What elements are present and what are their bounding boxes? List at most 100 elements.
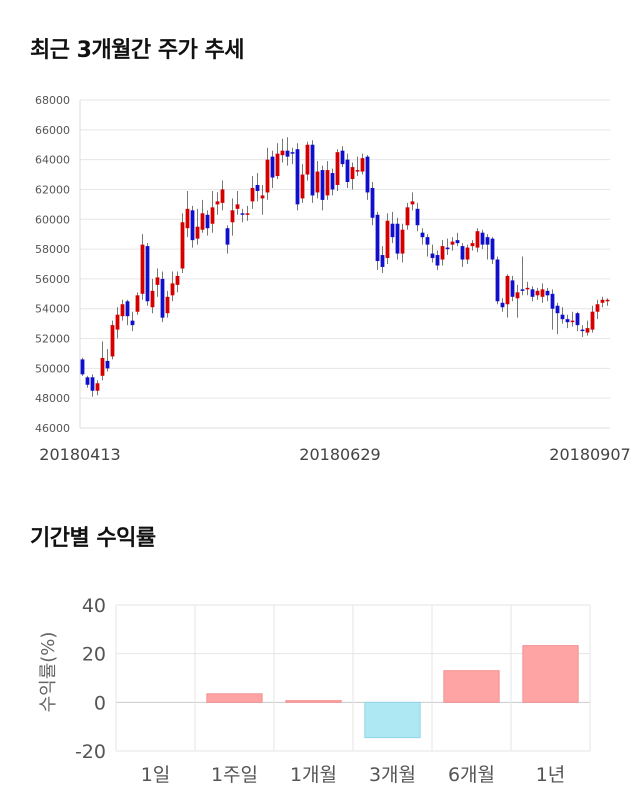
candle bbox=[470, 240, 475, 251]
candle bbox=[430, 244, 435, 263]
candle-body bbox=[545, 290, 550, 296]
candle bbox=[595, 299, 600, 320]
candle-body bbox=[490, 238, 495, 260]
price-x-tick-label: 20180629 bbox=[299, 445, 380, 464]
price-y-tick-label: 52000 bbox=[35, 333, 70, 346]
candle bbox=[475, 228, 480, 253]
candle-body bbox=[365, 156, 370, 193]
candle-body bbox=[285, 150, 290, 157]
candle-body bbox=[595, 304, 600, 312]
candle bbox=[200, 199, 205, 233]
candle-body bbox=[245, 213, 250, 215]
candle-body bbox=[80, 359, 85, 375]
candle-body bbox=[135, 295, 140, 312]
returns-x-ticks: 1일 1주일 1개월 3개월 6개월 1년 bbox=[141, 764, 566, 786]
candle bbox=[245, 205, 250, 221]
candle-body bbox=[120, 304, 125, 317]
candle-body bbox=[165, 296, 170, 314]
candle bbox=[375, 211, 380, 270]
candle-body bbox=[430, 253, 435, 259]
candle-body bbox=[540, 289, 545, 297]
candle bbox=[485, 234, 490, 260]
candle bbox=[105, 348, 110, 372]
candle-body bbox=[390, 223, 395, 238]
candle bbox=[340, 146, 345, 168]
candle bbox=[560, 307, 565, 324]
candle-body bbox=[145, 246, 150, 302]
candle-body bbox=[300, 174, 305, 199]
candle-body bbox=[205, 214, 210, 229]
price-y-tick-label: 50000 bbox=[35, 362, 70, 375]
candle-body bbox=[115, 314, 120, 330]
price-x-tick-label: 20180907 bbox=[549, 445, 630, 464]
candle-body bbox=[440, 246, 445, 260]
candle-body bbox=[570, 320, 575, 323]
candle-body bbox=[465, 247, 470, 260]
candle bbox=[125, 299, 130, 326]
candle bbox=[545, 287, 550, 302]
candle bbox=[540, 283, 545, 303]
candle bbox=[235, 190, 240, 215]
candle bbox=[250, 176, 255, 209]
candle-body bbox=[600, 299, 605, 303]
candle-body bbox=[90, 377, 95, 391]
candle-body bbox=[375, 214, 380, 262]
candles bbox=[80, 137, 610, 397]
candle bbox=[405, 202, 410, 230]
candle bbox=[215, 192, 220, 215]
candle bbox=[280, 138, 285, 163]
returns-y-tick-label: 0 bbox=[94, 692, 106, 714]
candle-body bbox=[505, 275, 510, 305]
candle-body bbox=[435, 255, 440, 266]
candle bbox=[300, 164, 305, 203]
candle bbox=[220, 180, 225, 211]
candle-body bbox=[450, 241, 455, 245]
candle bbox=[170, 271, 175, 302]
candle bbox=[525, 281, 530, 296]
candle bbox=[160, 271, 165, 323]
candle-body bbox=[230, 210, 235, 223]
price-x-tick-label: 20180413 bbox=[39, 445, 120, 464]
returns-x-tick-label: 1일 bbox=[141, 764, 171, 786]
candle bbox=[145, 243, 150, 306]
price-y-tick-label: 68000 bbox=[35, 94, 70, 107]
candle-body bbox=[155, 277, 160, 285]
candle bbox=[380, 246, 385, 273]
candle bbox=[420, 228, 425, 245]
candle bbox=[135, 292, 140, 315]
candle-body bbox=[560, 314, 565, 320]
candle-body bbox=[400, 229, 405, 254]
price-y-ticks: 46000 48000 50000 52000 54000 56000 58000 60000… bbox=[35, 94, 70, 435]
candle-body bbox=[495, 259, 500, 302]
candle-body bbox=[195, 226, 200, 239]
candle-body bbox=[95, 383, 100, 391]
candle bbox=[370, 182, 375, 226]
candle-body bbox=[380, 255, 385, 267]
candle-body bbox=[320, 170, 325, 200]
candle-body bbox=[190, 210, 195, 241]
candle-body bbox=[580, 329, 585, 332]
candle-body bbox=[525, 287, 530, 290]
returns-x-tick-label: 1개월 bbox=[290, 764, 337, 786]
returns-y-tick-label: -20 bbox=[75, 741, 106, 763]
returns-y-ticks: -20 0 20 40 bbox=[75, 595, 106, 763]
candle bbox=[465, 244, 470, 264]
candle-body bbox=[275, 153, 280, 177]
candle bbox=[115, 307, 120, 339]
candle-body bbox=[345, 159, 350, 182]
candle bbox=[290, 147, 295, 165]
candle bbox=[585, 320, 590, 336]
candle-body bbox=[185, 208, 190, 229]
candle bbox=[445, 238, 450, 256]
candle bbox=[550, 289, 555, 330]
returns-y-tick-label: 20 bbox=[82, 644, 106, 666]
price-y-tick-label: 64000 bbox=[35, 154, 70, 167]
price-y-tick-label: 46000 bbox=[35, 422, 70, 435]
candle-body bbox=[260, 195, 265, 199]
candle-body bbox=[85, 377, 90, 385]
candle-body bbox=[310, 144, 315, 196]
candle bbox=[175, 271, 180, 293]
candle bbox=[325, 161, 330, 200]
candle-body bbox=[515, 292, 520, 299]
candle bbox=[570, 311, 575, 327]
